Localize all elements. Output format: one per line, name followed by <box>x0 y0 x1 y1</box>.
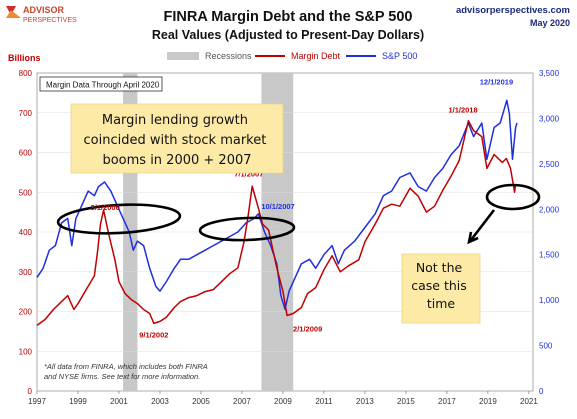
chart-date: May 2020 <box>530 18 570 28</box>
left-tick-label: 100 <box>19 347 33 356</box>
note-right-text: Not the case this time <box>411 260 471 311</box>
chart-title: FINRA Margin Debt and the S&P 500 <box>164 9 413 25</box>
chart-subtitle: Real Values (Adjusted to Present-Day Dol… <box>152 28 424 42</box>
date-annotation: 10/1/2007 <box>261 202 294 211</box>
logo-line2: PERSPECTIVES <box>23 17 77 24</box>
source-url: advisorperspectives.com <box>456 5 570 16</box>
margin-debt-line <box>36 119 517 327</box>
x-tick-label: 2003 <box>151 397 169 406</box>
x-tick-label: 2021 <box>520 397 538 406</box>
footnote: *All data from FINRA, which includes bot… <box>44 362 210 381</box>
right-tick-label: 2,000 <box>539 205 560 214</box>
legend: Recessions Margin Debt S&P 500 <box>167 51 417 61</box>
date-annotation: 3/1/2000 <box>91 203 120 212</box>
x-tick-label: 2019 <box>479 397 497 406</box>
left-tick-label: 400 <box>19 228 33 237</box>
legend-recessions-swatch <box>167 52 199 60</box>
legend-margin-label: Margin Debt <box>291 51 341 61</box>
right-tick-label: 0 <box>539 387 544 396</box>
x-tick-label: 2007 <box>233 397 251 406</box>
legend-recessions-label: Recessions <box>205 51 252 61</box>
note-top-background <box>70 103 284 174</box>
date-annotation: 1/1/2018 <box>448 106 477 115</box>
x-axis-ticks: 1997 1999 2001 2003 2005 2007 2009 2011 2013 2015… <box>28 391 538 406</box>
right-tick-label: 1,500 <box>539 251 560 260</box>
right-axis-ticks: 0 500 1,000 1,500 2,000 2,500 3,000 3,500 <box>539 69 560 396</box>
date-annotation: 9/1/2002 <box>139 330 168 339</box>
left-tick-label: 0 <box>28 387 33 396</box>
x-tick-label: 2005 <box>192 397 210 406</box>
x-tick-label: 2009 <box>274 397 292 406</box>
x-tick-label: 1999 <box>69 397 87 406</box>
x-tick-label: 2015 <box>397 397 415 406</box>
oval-2007-peak <box>198 216 296 242</box>
x-tick-label: 1997 <box>28 397 46 406</box>
note-right: Not the case this time <box>401 253 481 324</box>
left-tick-label: 300 <box>19 268 33 277</box>
date-annotation: 12/1/2019 <box>480 77 513 86</box>
oval-2000-peak <box>56 203 182 235</box>
right-tick-label: 500 <box>539 342 553 351</box>
right-tick-label: 3,500 <box>539 69 560 78</box>
left-tick-label: 800 <box>19 69 33 78</box>
left-tick-label: 700 <box>19 109 33 118</box>
left-tick-label: 600 <box>19 149 33 158</box>
logo-accent-icon <box>6 10 21 18</box>
annotation-arrow-head <box>467 231 479 245</box>
right-tick-label: 2,500 <box>539 160 560 169</box>
highlight-ovals <box>56 183 541 245</box>
data-through-box <box>39 76 163 92</box>
note-top-text: Margin lending growth coincided with sto… <box>84 113 271 168</box>
right-tick-label: 1,000 <box>539 296 560 305</box>
date-annotation: 7/1/2007 <box>234 169 263 178</box>
date-annotation: 2/1/2009 <box>293 324 322 333</box>
left-tick-label: 500 <box>19 188 33 197</box>
note-right-background <box>401 253 481 324</box>
x-tick-label: 2013 <box>356 397 374 406</box>
x-tick-label: 2017 <box>438 397 456 406</box>
left-tick-label: 200 <box>19 308 33 317</box>
note-top: Margin lending growth coincided with sto… <box>70 103 284 174</box>
oval-2020 <box>485 183 541 211</box>
logo: ADVISOR PERSPECTIVES <box>6 5 77 24</box>
x-tick-label: 2011 <box>315 397 333 406</box>
data-through-label: Margin Data Through April 2020 <box>46 81 160 90</box>
y-axis-left-title: Billions <box>8 53 41 63</box>
logo-line1: ADVISOR <box>23 5 65 15</box>
legend-sp500-label: S&P 500 <box>382 51 417 61</box>
left-axis-ticks: 0 100 200 300 400 500 600 700 800 <box>19 69 33 396</box>
annotation-arrow-line <box>469 209 496 241</box>
right-tick-label: 3,000 <box>539 114 560 123</box>
x-tick-label: 2001 <box>110 397 128 406</box>
